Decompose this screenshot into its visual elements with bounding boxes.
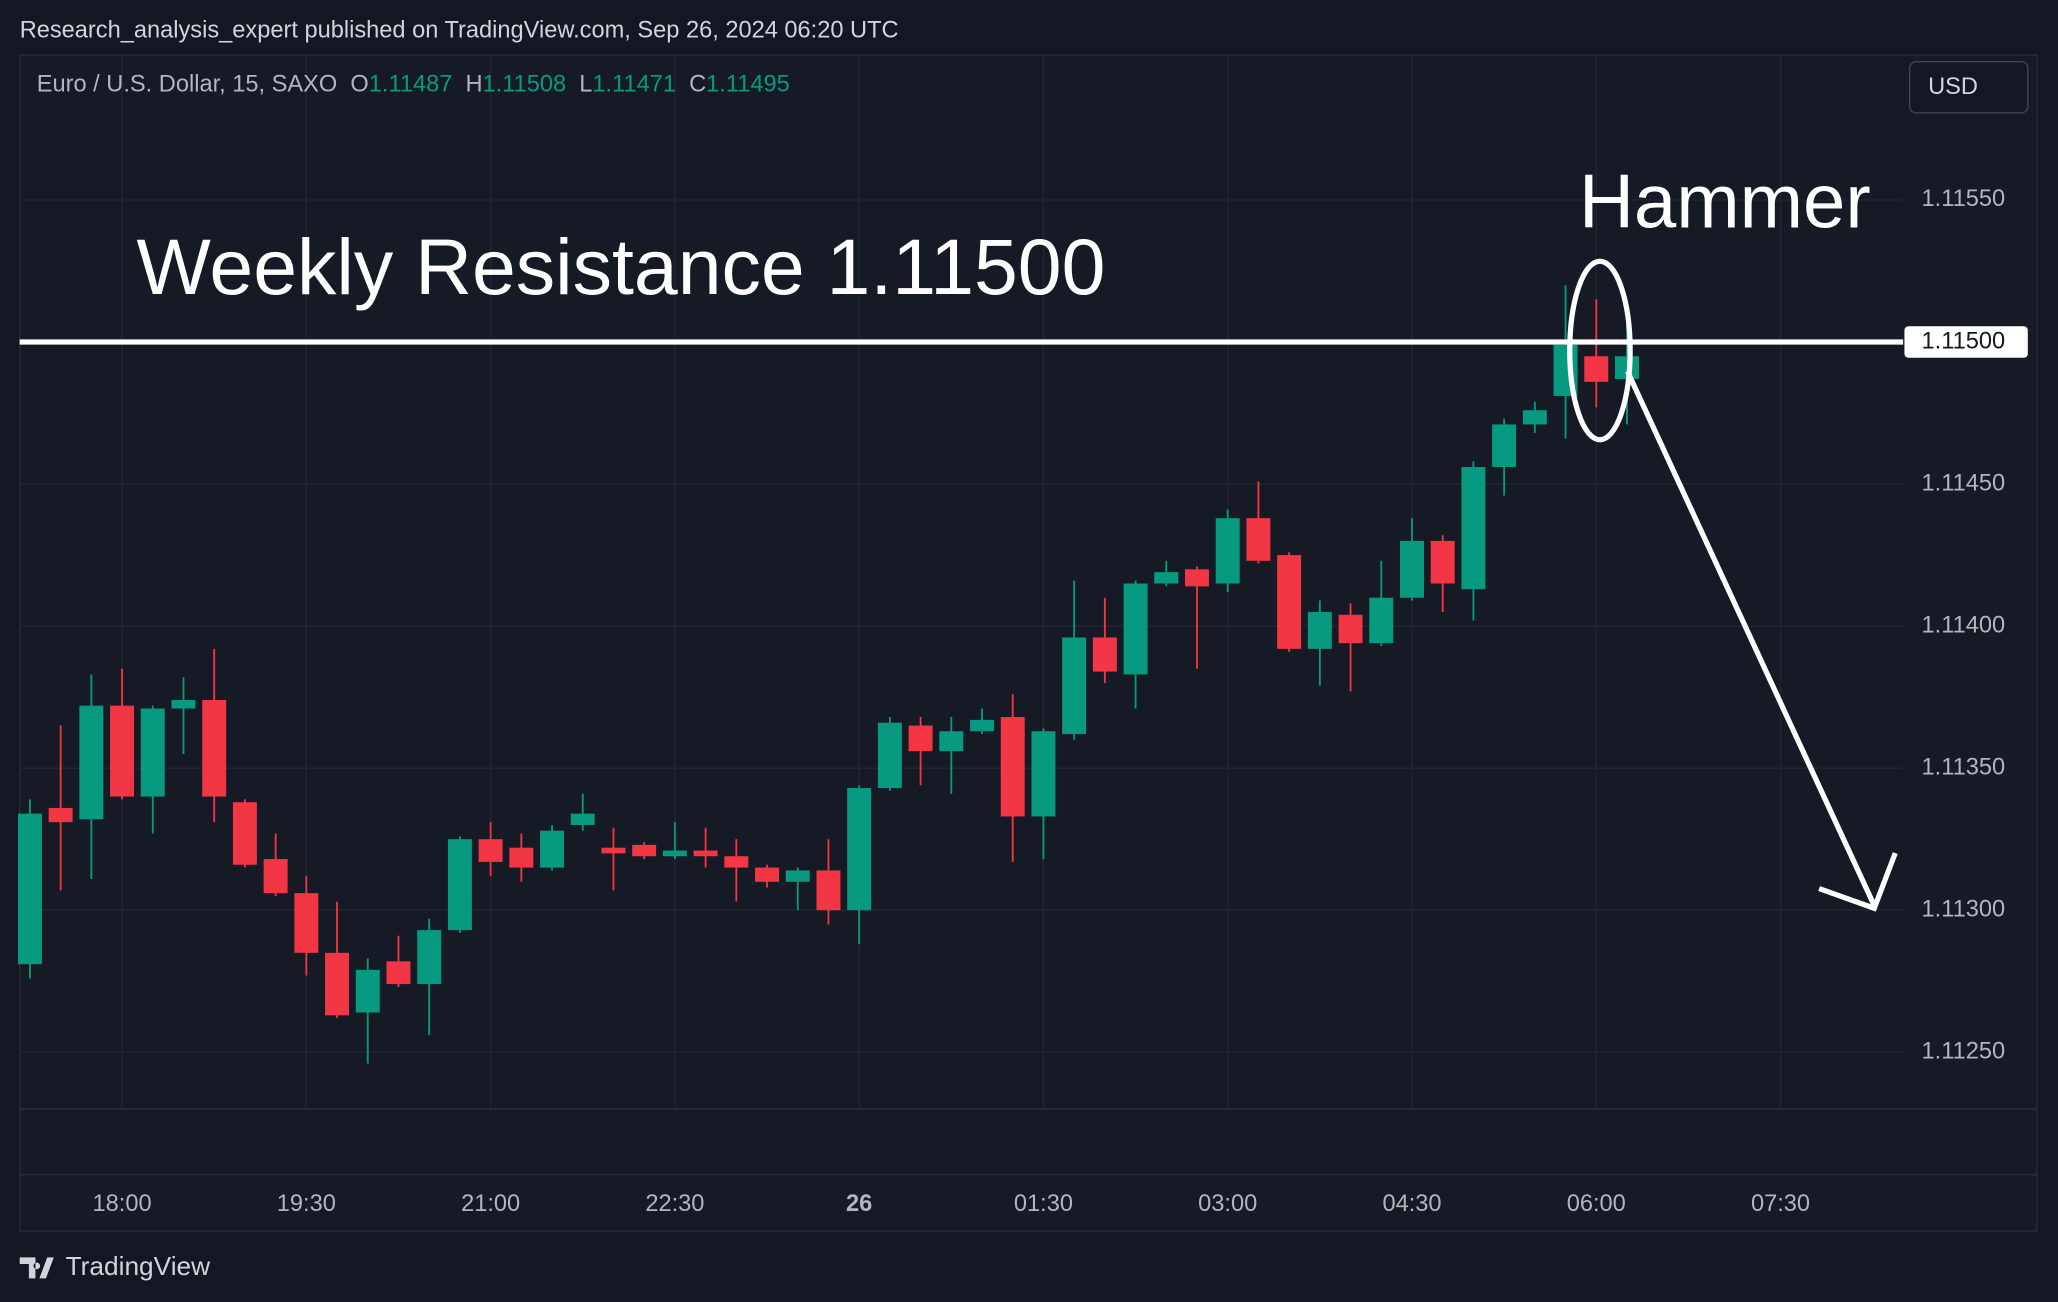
- resistance-price-box: [1904, 326, 2028, 358]
- candle-body: [1031, 731, 1056, 817]
- x-tick-label: 18:00: [93, 1191, 152, 1217]
- currency-button-label[interactable]: USD: [1928, 74, 1978, 100]
- candle-body: [908, 725, 933, 752]
- candle-body: [1185, 569, 1209, 587]
- candle-body: [110, 705, 135, 797]
- candle-body: [1614, 356, 1639, 379]
- candle-body: [509, 847, 534, 868]
- chart-frame: [19, 54, 2038, 1232]
- y-tick-label: 1.11350: [1922, 754, 2006, 780]
- candle-body: [1277, 555, 1302, 649]
- candle-body: [48, 807, 73, 823]
- ohlc-value: 1.11487: [369, 72, 453, 98]
- currency-button[interactable]: USD: [1909, 61, 2029, 114]
- candles: [17, 285, 1639, 1064]
- brand-logo[interactable]: [19, 1257, 54, 1279]
- hammer-ellipse: [1567, 258, 1633, 443]
- x-tick-label: 22:30: [645, 1191, 704, 1217]
- x-tick-label: 06:00: [1567, 1191, 1626, 1217]
- x-tick-label: 01:30: [1014, 1191, 1073, 1217]
- candle-body: [570, 813, 595, 825]
- candle-body: [601, 847, 626, 854]
- x-tick-label: 07:30: [1751, 1191, 1810, 1217]
- candle-body: [1307, 611, 1332, 649]
- candle-body: [755, 867, 780, 882]
- x-tick-label: 03:00: [1198, 1191, 1257, 1217]
- brand[interactable]: TradingView: [19, 1251, 211, 1281]
- candle-body: [1584, 356, 1609, 382]
- brand-name[interactable]: TradingView: [66, 1251, 211, 1281]
- candle-body: [540, 830, 565, 868]
- ohlc-label: H: [465, 72, 482, 98]
- candle-body: [1123, 583, 1148, 675]
- ohlc-label: L: [579, 72, 592, 98]
- candle-body: [355, 969, 380, 1013]
- candle-body: [1400, 540, 1424, 598]
- candle-body: [970, 719, 994, 732]
- candle-body: [1092, 637, 1117, 672]
- overlay: [19, 258, 1904, 912]
- candle-body: [1062, 637, 1087, 735]
- resistance-annotation: Weekly Resistance 1.11500: [137, 223, 1106, 311]
- candle-body: [1430, 540, 1455, 584]
- symbol-header: Euro / U.S. Dollar, 15, SAXO O1.11487 H1.1…: [37, 72, 790, 98]
- y-tick-label: 1.11450: [1922, 470, 2006, 496]
- symbol-title: Euro / U.S. Dollar, 15, SAXO: [37, 72, 338, 98]
- y-tick-label: 1.11400: [1922, 612, 2006, 638]
- candle-body: [171, 699, 196, 709]
- ohlc-value: 1.11495: [706, 72, 790, 98]
- ohlc-label: C: [689, 72, 706, 98]
- caption: Research_analysis_expert published on Tr…: [20, 18, 899, 44]
- candle-body: [785, 870, 810, 882]
- currency-button-box[interactable]: [1909, 61, 2029, 114]
- y-tick-label: 1.11300: [1922, 896, 2006, 922]
- candle-body: [17, 813, 42, 965]
- candle-body: [939, 731, 964, 752]
- candle-body: [724, 856, 749, 868]
- candle-body: [1492, 424, 1517, 468]
- candle-body: [1246, 518, 1271, 561]
- y-tick-label: 1.11550: [1922, 186, 2006, 212]
- candle-body: [478, 839, 503, 862]
- candle-body: [417, 930, 442, 985]
- arrow-shaft: [1625, 370, 1877, 907]
- candle-body: [693, 850, 718, 857]
- candle-body: [1461, 467, 1486, 590]
- ohlc-label: O: [350, 72, 368, 98]
- candle-body: [294, 893, 319, 953]
- candle-body: [232, 802, 257, 865]
- arrow-head: [1818, 852, 1898, 912]
- y-tick-label: 1.11250: [1922, 1038, 2006, 1064]
- candle-body: [202, 699, 227, 797]
- candle-body: [877, 722, 902, 789]
- resistance-price-label: 1.11500: [1922, 328, 2006, 354]
- x-tick-label: 19:30: [277, 1191, 336, 1217]
- candle-body: [1338, 614, 1363, 644]
- candle-body: [632, 844, 657, 857]
- candle-body: [1215, 518, 1240, 584]
- candle-body: [79, 705, 104, 820]
- candle-body: [1000, 717, 1025, 817]
- candle-body: [1369, 597, 1394, 644]
- candle-body: [325, 952, 350, 1016]
- candle-body: [263, 859, 288, 894]
- ohlc-value: 1.11471: [592, 72, 676, 98]
- candle-body: [816, 870, 841, 911]
- x-tick-label: 04:30: [1382, 1191, 1441, 1217]
- x-tick-label: 21:00: [461, 1191, 520, 1217]
- candle-body: [662, 850, 687, 857]
- candle-body: [140, 708, 165, 797]
- candle-body: [847, 788, 872, 911]
- pattern-annotation: Hammer: [1579, 159, 1871, 244]
- candle-body: [447, 839, 472, 931]
- ohlc-value: 1.11508: [483, 72, 567, 98]
- x-tick-label: 26: [846, 1191, 872, 1217]
- candle-body: [1522, 410, 1547, 425]
- candle-body: [386, 961, 411, 985]
- candle-body: [1154, 572, 1179, 584]
